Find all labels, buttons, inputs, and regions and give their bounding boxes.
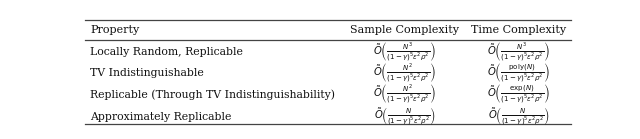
Text: $\tilde{O}\left(\frac{\mathrm{poly}(N)}{(1-\gamma)^5\varepsilon^2\rho^2}\right)$: $\tilde{O}\left(\frac{\mathrm{poly}(N)}{… xyxy=(488,62,550,85)
Text: TV Indistinguishable: TV Indistinguishable xyxy=(90,68,204,78)
Text: Property: Property xyxy=(90,24,139,34)
Text: Locally Random, Replicable: Locally Random, Replicable xyxy=(90,47,243,57)
Text: Approximately Replicable: Approximately Replicable xyxy=(90,112,231,122)
Text: $\tilde{O}\left(\frac{N^3}{(1-\gamma)^5\varepsilon^2\rho^2}\right)$: $\tilde{O}\left(\frac{N^3}{(1-\gamma)^5\… xyxy=(488,40,550,64)
Text: Sample Complexity: Sample Complexity xyxy=(350,24,460,34)
Text: $\tilde{O}\left(\frac{N^2}{(1-\gamma)^5\varepsilon^2\rho^2}\right)$: $\tilde{O}\left(\frac{N^2}{(1-\gamma)^5\… xyxy=(373,62,436,85)
Text: $\tilde{O}\left(\frac{N^3}{(1-\gamma)^5\varepsilon^2\rho^2}\right)$: $\tilde{O}\left(\frac{N^3}{(1-\gamma)^5\… xyxy=(373,40,436,64)
Text: $\tilde{O}\left(\frac{\exp(N)}{(1-\gamma)^5\varepsilon^2\rho^2}\right)$: $\tilde{O}\left(\frac{\exp(N)}{(1-\gamma… xyxy=(488,83,550,106)
Text: Replicable (Through TV Indistinguishability): Replicable (Through TV Indistinguishabil… xyxy=(90,90,335,100)
Text: Time Complexity: Time Complexity xyxy=(472,24,566,34)
Text: $\tilde{O}\left(\frac{N}{(1-\gamma)^5\varepsilon^2\rho^2}\right)$: $\tilde{O}\left(\frac{N}{(1-\gamma)^5\va… xyxy=(488,106,550,128)
Text: $\tilde{O}\left(\frac{N^2}{(1-\gamma)^5\varepsilon^2\rho^2}\right)$: $\tilde{O}\left(\frac{N^2}{(1-\gamma)^5\… xyxy=(373,83,436,106)
Text: $\tilde{O}\left(\frac{N}{(1-\gamma)^5\varepsilon^2\rho^2}\right)$: $\tilde{O}\left(\frac{N}{(1-\gamma)^5\va… xyxy=(374,106,436,128)
